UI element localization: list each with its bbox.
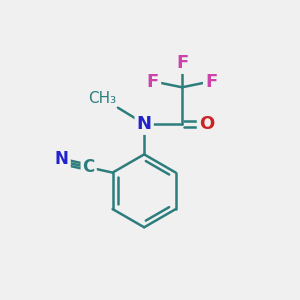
Text: CH₃: CH₃: [88, 91, 116, 106]
Text: N: N: [137, 115, 152, 133]
Text: F: F: [205, 73, 218, 91]
Text: C: C: [82, 158, 95, 176]
Text: N: N: [55, 150, 69, 168]
Text: F: F: [147, 73, 159, 91]
Text: F: F: [176, 54, 188, 72]
Text: O: O: [199, 115, 214, 133]
